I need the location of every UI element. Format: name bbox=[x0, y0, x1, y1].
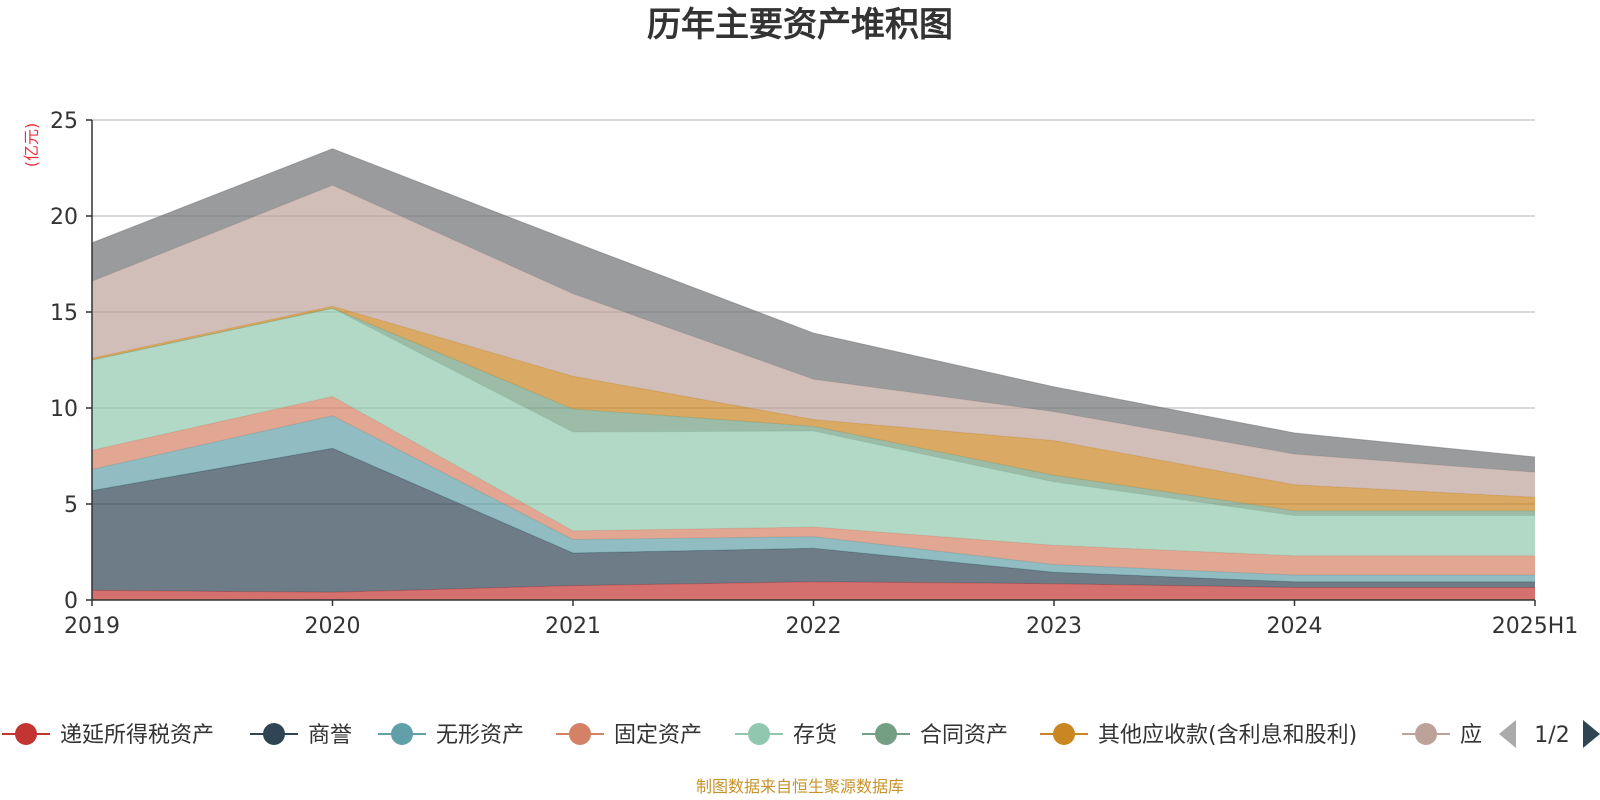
y-tick-label: 0 bbox=[64, 589, 78, 614]
legend-marker-icon bbox=[748, 723, 770, 745]
legend-marker-icon bbox=[391, 723, 413, 745]
area-series-8 bbox=[92, 148, 1535, 473]
legend-marker-icon bbox=[1053, 723, 1075, 745]
area-series-1 bbox=[92, 448, 1535, 593]
legend-item[interactable]: 固定资产 bbox=[556, 723, 702, 748]
legend-next-page-icon[interactable] bbox=[1583, 720, 1600, 748]
legend-label: 固定资产 bbox=[614, 723, 702, 748]
legend-item[interactable]: 其他应收款(含利息和股利) bbox=[1040, 723, 1357, 748]
stacked-areas bbox=[91, 148, 1536, 600]
y-tick-label: 25 bbox=[50, 109, 78, 134]
legend-marker-icon bbox=[15, 723, 37, 745]
area-series-6 bbox=[92, 306, 1535, 511]
area-edge-8 bbox=[91, 148, 1536, 458]
legend-label: 存货 bbox=[793, 723, 837, 748]
x-tick-label: 2019 bbox=[64, 614, 120, 639]
legend-label: 商誉 bbox=[308, 723, 352, 748]
axes: 0 5 10 15 20 25 2019 2020 2021 2022 2023 2024 2025H1 bbox=[50, 109, 1578, 639]
y-tick-label: 15 bbox=[50, 301, 78, 326]
legend-marker-icon bbox=[569, 723, 591, 745]
legend-item[interactable]: 应 bbox=[1402, 723, 1482, 748]
legend-page-indicator: 1/2 bbox=[1534, 723, 1569, 748]
y-tick-label: 5 bbox=[64, 493, 78, 518]
legend-label: 应 bbox=[1460, 723, 1482, 748]
x-tick-label: 2021 bbox=[545, 614, 601, 639]
x-tick-label: 2023 bbox=[1026, 614, 1082, 639]
x-tick-label: 2022 bbox=[786, 614, 842, 639]
y-tick-label: 20 bbox=[50, 205, 78, 230]
legend-label: 递延所得税资产 bbox=[60, 723, 214, 748]
legend: 递延所得税资产 商誉 无形资产 固定资产 存货 合同资产 其他应收款(含利息和股利) 应 1/2 bbox=[2, 720, 1600, 748]
area-series-3 bbox=[92, 396, 1535, 575]
area-series-0 bbox=[92, 581, 1535, 600]
legend-marker-icon bbox=[875, 723, 897, 745]
x-tick-label: 2020 bbox=[305, 614, 361, 639]
legend-label: 无形资产 bbox=[436, 723, 524, 748]
legend-marker-icon bbox=[263, 723, 285, 745]
legend-item[interactable]: 合同资产 bbox=[862, 723, 1008, 748]
legend-label: 合同资产 bbox=[920, 723, 1008, 748]
area-series-7 bbox=[92, 185, 1535, 498]
y-tick-label: 10 bbox=[50, 397, 78, 422]
source-note: 制图数据来自恒生聚源数据库 bbox=[696, 777, 904, 796]
legend-prev-page-icon[interactable] bbox=[1499, 720, 1516, 748]
legend-label: 其他应收款(含利息和股利) bbox=[1098, 723, 1357, 748]
x-tick-label: 2024 bbox=[1267, 614, 1323, 639]
chart-title: 历年主要资产堆积图 bbox=[647, 5, 953, 45]
legend-item[interactable]: 无形资产 bbox=[378, 723, 524, 748]
legend-marker-icon bbox=[1415, 723, 1437, 745]
y-axis-unit-label: (亿元) bbox=[22, 123, 41, 168]
area-series-5 bbox=[92, 308, 1535, 516]
legend-item[interactable]: 商誉 bbox=[250, 723, 352, 748]
legend-item[interactable]: 递延所得税资产 bbox=[2, 723, 214, 748]
legend-item[interactable]: 存货 bbox=[735, 723, 837, 748]
x-tick-label: 2025H1 bbox=[1492, 614, 1579, 639]
